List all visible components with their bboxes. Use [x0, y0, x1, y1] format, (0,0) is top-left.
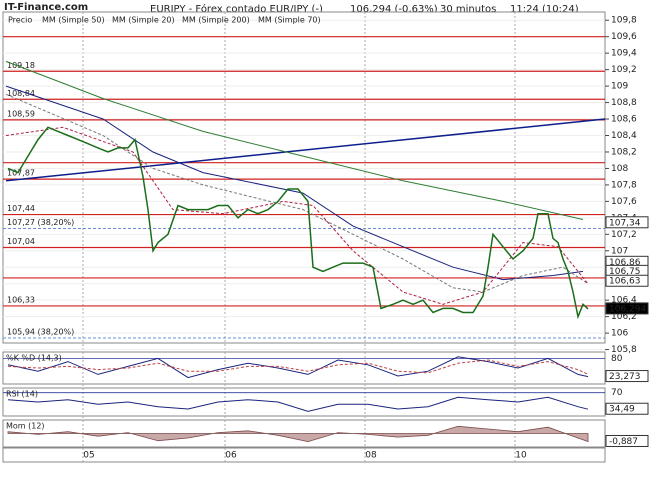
legend-entry: MM (Simple 70) — [258, 16, 321, 25]
price-marker-label: 107,34 — [609, 218, 641, 228]
panel-frame — [2, 11, 606, 344]
price-marker-box — [605, 216, 649, 229]
y-tick-label: 107,8 — [611, 180, 637, 190]
indicator-line — [7, 396, 589, 412]
y-tick-label: 109 — [611, 82, 628, 92]
header-item: 106,294 (-0,63%) — [350, 4, 438, 15]
y-tick-label: 109,2 — [611, 65, 637, 75]
legend-entry: MM (Simple 200) — [182, 16, 250, 25]
y-tick-label: 106 — [611, 329, 628, 339]
site-name: IT-Finance.com — [4, 2, 88, 13]
level-label: 108,59 — [7, 109, 35, 118]
moving-average-line — [5, 126, 589, 305]
level-label: 107,87 — [7, 169, 35, 178]
y-tick-label: 108,2 — [611, 147, 637, 157]
header-item: 11:24 (10:24) — [510, 4, 579, 15]
y-tick-label: 106,4 — [611, 296, 637, 306]
price-marker-label: 106,63 — [609, 277, 641, 287]
y-tick-label: 108 — [611, 164, 628, 174]
panel-title: RSI (14) — [6, 390, 38, 399]
y-tick-label: 105,8 — [611, 345, 637, 355]
panel-frame — [2, 351, 606, 385]
y-tick-label: 107,2 — [611, 230, 637, 240]
legend-entry: Precio — [8, 16, 32, 25]
level-label: 107,27 (38,20%) — [7, 218, 74, 227]
level-label: 108,84 — [7, 89, 35, 98]
level-label: 106,33 — [7, 295, 35, 304]
y-tick-label: 108,8 — [611, 98, 637, 108]
header-item: 30 minutos — [440, 4, 496, 15]
moving-average-line — [5, 85, 584, 281]
y-tick-label: 108,6 — [611, 115, 637, 125]
moving-average-line — [5, 60, 584, 220]
y-tick-label: 107 — [611, 246, 628, 256]
value-box-label: 23,273 — [609, 372, 641, 382]
value-box-label: 34,49 — [609, 405, 635, 415]
value-box — [605, 370, 649, 383]
y-tick-label: 108,4 — [611, 131, 637, 141]
y-tick-label: 70 — [611, 388, 623, 398]
moving-average-line — [5, 93, 589, 293]
x-tick-label: 06 — [225, 451, 237, 461]
legend-entry: MM (Simple 50) — [42, 16, 105, 25]
indicator-line — [7, 359, 589, 375]
price-marker-box — [605, 302, 649, 315]
value-box — [605, 434, 649, 447]
level-label: 105,94 (38,20%) — [7, 328, 74, 337]
value-box-label: -0,887 — [609, 437, 638, 447]
trendline — [5, 118, 606, 182]
price-line — [7, 126, 589, 320]
y-tick-label: 109,6 — [611, 32, 637, 42]
price-marker-label: 106,75 — [609, 267, 641, 277]
y-tick-label: 109,8 — [611, 16, 637, 26]
price-marker-label: 106,294 — [609, 304, 646, 314]
panel-title: Mom (12) — [6, 422, 45, 431]
date-strip — [2, 447, 606, 463]
indicator-line — [7, 356, 589, 379]
x-tick-label: 08 — [365, 451, 377, 461]
panel-title: %K %D (14,3) — [6, 354, 62, 363]
momentum-area — [7, 425, 589, 443]
y-tick-label: 109,4 — [611, 49, 637, 59]
level-label: 107,44 — [7, 204, 35, 213]
y-tick-label: 80 — [611, 354, 623, 364]
x-tick-label: 10 — [515, 451, 527, 461]
level-label: 107,04 — [7, 237, 35, 246]
price-marker-label: 106,86 — [609, 258, 641, 268]
x-tick-label: 05 — [83, 451, 94, 461]
legend-entry: MM (Simple 20) — [112, 16, 175, 25]
y-tick-label: 107,6 — [611, 197, 637, 207]
y-tick-label: 106,2 — [611, 312, 637, 322]
level-label: 109,18 — [7, 61, 35, 70]
value-box — [605, 402, 649, 415]
price-marker-box — [605, 274, 649, 287]
